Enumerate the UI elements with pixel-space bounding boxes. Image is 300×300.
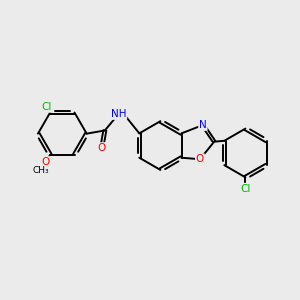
Text: CH₃: CH₃ (33, 166, 49, 175)
Text: O: O (42, 157, 50, 167)
Text: O: O (98, 143, 106, 153)
Text: N: N (199, 120, 207, 130)
Text: NH: NH (111, 109, 126, 119)
Text: Cl: Cl (240, 184, 250, 194)
Text: O: O (196, 154, 204, 164)
Text: Cl: Cl (42, 102, 52, 112)
